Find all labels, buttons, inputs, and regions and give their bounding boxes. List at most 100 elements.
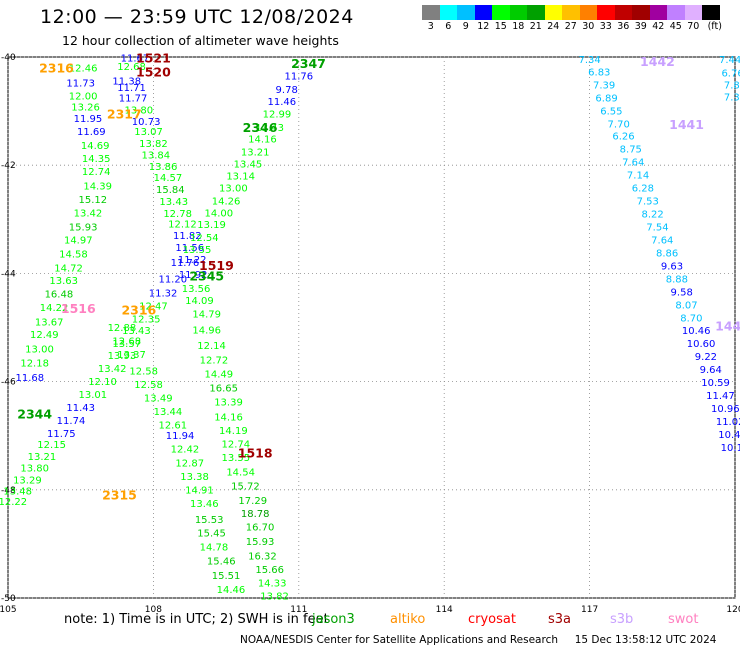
- wave-height-value: 11.20: [158, 274, 187, 285]
- wave-height-value: 12.00: [69, 91, 98, 102]
- wave-height-value: 14.72: [54, 263, 83, 274]
- color-legend-swatch: [439, 5, 457, 20]
- footer-credit: NOAA/NESDIS Center for Satellite Applica…: [240, 634, 716, 646]
- wave-height-value: 14.96: [192, 326, 221, 337]
- x-tick-label: 108: [145, 605, 162, 615]
- color-legend-swatch: [527, 5, 545, 20]
- wave-height-value: 16.70: [246, 523, 275, 534]
- x-tick-label: 111: [290, 605, 307, 615]
- timestamp-text: 15 Dec 13:58:12 UTC 2024: [574, 634, 717, 646]
- wave-height-value: 18.78: [241, 509, 270, 520]
- wave-height-value: 12.15: [37, 440, 66, 451]
- wave-height-value: 12.61: [158, 420, 187, 431]
- wave-height-value: 6.55: [600, 107, 622, 118]
- wave-height-value: 11.02: [716, 417, 740, 428]
- y-tick-label: -50: [1, 594, 16, 604]
- color-legend-label: 27: [564, 21, 577, 32]
- wave-height-value: 14.00: [205, 208, 234, 219]
- wave-height-value: 13.37: [117, 350, 146, 361]
- wave-height-value: 15.12: [78, 195, 107, 206]
- pass-time-label: 2317: [107, 106, 142, 121]
- wave-height-value: 11.71: [117, 83, 146, 94]
- wave-height-value: 12.87: [175, 458, 204, 469]
- color-legend-swatch: [579, 5, 597, 20]
- pass-time-label: 1440: [715, 318, 740, 333]
- wave-height-value: 15.53: [195, 515, 224, 526]
- wave-height-value: 11.32: [149, 288, 178, 299]
- wave-height-value: 8.88: [666, 274, 688, 285]
- wave-height-value: 12.58: [129, 366, 158, 377]
- wave-height-value: 11.76: [171, 258, 200, 269]
- wave-height-value: 14.39: [83, 181, 112, 192]
- wave-height-value: 14.57: [154, 173, 183, 184]
- wave-height-value: 12.58: [134, 380, 163, 391]
- wave-height-value: 11.22: [178, 255, 207, 266]
- wave-height-value: 6.28: [632, 183, 654, 194]
- color-legend-label: 15: [494, 21, 507, 32]
- wave-height-value: 13.42: [74, 208, 103, 219]
- wave-height-value: 12.74: [221, 439, 250, 450]
- wave-height-value: 13.49: [144, 393, 173, 404]
- wave-height-value: 12.47: [139, 301, 168, 312]
- wave-height-value: 13.43: [122, 326, 151, 337]
- wave-height-value: 13.00: [219, 183, 248, 194]
- wave-height-value: 13.82: [260, 591, 289, 602]
- wave-height-value: 12.42: [171, 445, 200, 456]
- wave-height-value: 14.33: [258, 578, 287, 589]
- wave-height-value: 9.58: [671, 287, 693, 298]
- wave-height-value: 6.76: [721, 69, 740, 80]
- color-legend-swatch: [562, 5, 580, 20]
- color-legend-label: 9: [462, 21, 469, 32]
- wave-height-value: 16.48: [45, 289, 74, 300]
- pass-time-label: 1519: [199, 258, 234, 273]
- pass-time-label: 2347: [291, 56, 326, 71]
- color-legend-label: 33: [599, 21, 612, 32]
- wave-height-value: 7.32: [724, 93, 740, 104]
- wave-height-value: 13.43: [159, 197, 188, 208]
- wave-height-value: 13.93: [108, 351, 137, 362]
- wave-height-value: 11.75: [47, 429, 76, 440]
- color-legend-swatch: [457, 5, 475, 20]
- wave-height-value: 7.64: [651, 235, 673, 246]
- color-legend-label: 18: [512, 21, 525, 32]
- wave-height-value: 11.82: [173, 231, 202, 242]
- wave-height-value: 14.97: [64, 235, 93, 246]
- color-legend-swatch: [597, 5, 615, 20]
- wave-height-value: 9.22: [695, 352, 717, 363]
- color-legend-label: 39: [634, 21, 647, 32]
- wave-height-value: 6.83: [588, 68, 610, 79]
- pass-time-label: 1441: [669, 117, 704, 132]
- wave-height-value: 13.21: [28, 452, 57, 463]
- wave-height-value: 8.22: [641, 209, 663, 220]
- credit-text: NOAA/NESDIS Center for Satellite Applica…: [240, 634, 558, 646]
- wave-height-value: 12.68: [112, 337, 141, 348]
- wave-height-value: 11.74: [57, 416, 86, 427]
- wave-height-value: 13.42: [98, 364, 127, 375]
- color-legend-swatch: [422, 5, 440, 20]
- wave-height-value: 7.44: [719, 55, 740, 66]
- x-tick-label: 105: [0, 605, 17, 615]
- wave-height-value: 13.21: [241, 148, 270, 159]
- pass-time-label: 2345: [189, 269, 224, 284]
- wave-height-value: 13.55: [221, 453, 250, 464]
- wave-height-value: 10.15: [721, 443, 740, 454]
- wave-height-value: 14.16: [214, 412, 243, 423]
- color-legend-swatch: [667, 5, 685, 20]
- y-tick-label: -44: [1, 269, 16, 279]
- wave-height-value: 15.93: [69, 222, 98, 233]
- pass-time-label: 2346: [243, 120, 278, 135]
- wave-height-value: 14.69: [81, 141, 110, 152]
- wave-height-value: 15.84: [156, 185, 185, 196]
- wave-height-value: 12.46: [69, 63, 98, 74]
- wave-height-value: 8.86: [656, 248, 678, 259]
- wave-height-value: 13.29: [13, 476, 42, 487]
- wave-height-value: 7.53: [637, 196, 659, 207]
- wave-height-value: 14.09: [185, 296, 214, 307]
- wave-height-value: 13.14: [226, 172, 255, 183]
- wave-height-value: 14.35: [82, 154, 111, 165]
- color-legend-swatch: [649, 5, 667, 20]
- wave-height-value: 13.39: [214, 398, 243, 409]
- wave-height-value: 11.43: [66, 403, 95, 414]
- pass-time-label: 1521: [136, 51, 171, 66]
- color-legend-label: 12: [477, 21, 490, 32]
